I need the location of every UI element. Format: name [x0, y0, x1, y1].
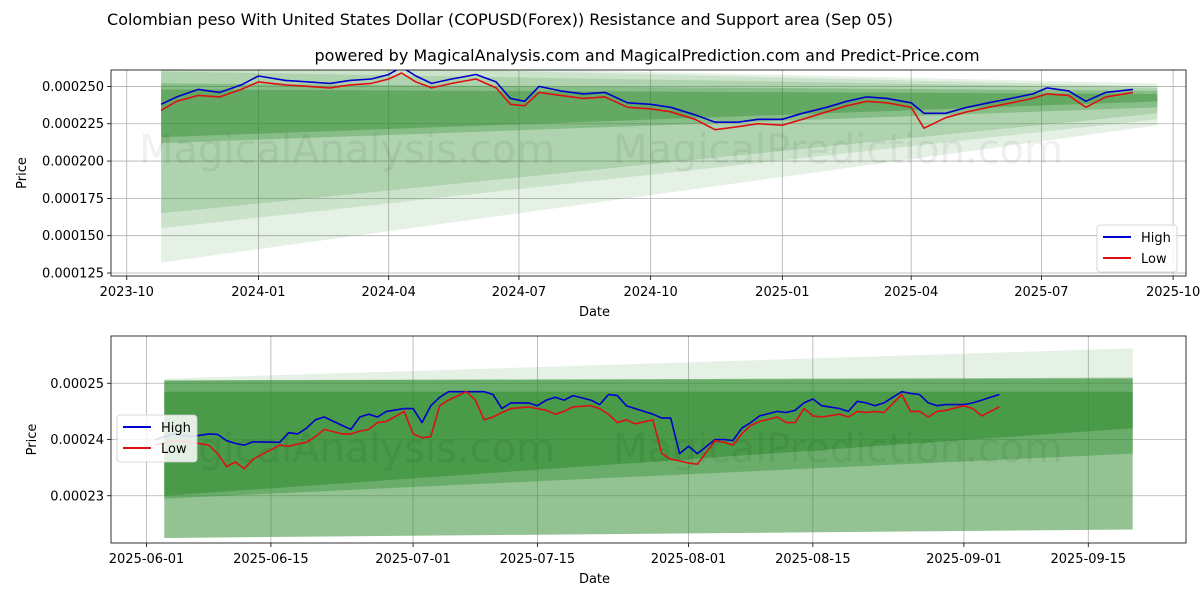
chart-title: Colombian peso With United States Dollar…: [107, 10, 893, 29]
x-tick-label: 2025-06-01: [109, 552, 185, 567]
x-tick-label: 2025-06-15: [233, 552, 309, 567]
x-tick-label: 2024-10: [623, 285, 677, 300]
x-tick-label: 2025-07-15: [500, 552, 576, 567]
series-line-low: [155, 390, 1000, 470]
y-tick-label: 0.000250: [42, 80, 104, 95]
tick-labels: 2023-10 2024-01 2024-04 2024-07 2024-10 2025-…: [42, 80, 1200, 300]
watermark-prediction: MagicalPrediction.com: [613, 426, 1063, 472]
x-tick-label: 2025-04: [884, 285, 938, 300]
legend-label-high: High: [161, 421, 191, 436]
watermarks: MagicalAnalysis.com MagicalPrediction.com: [139, 127, 1063, 173]
x-tick-label: 2025-07: [1014, 285, 1068, 300]
x-tick-label: 2025-09-01: [926, 552, 1002, 567]
plot-frame: [110, 69, 1187, 277]
y-tick-label: 0.000150: [42, 229, 104, 244]
y-axis-label: Price: [25, 424, 40, 456]
x-tick-label: 2025-10: [1146, 285, 1200, 300]
band-4: [161, 83, 1158, 144]
y-tick-label: 0.000225: [42, 117, 104, 132]
watermark-analysis: MagicalAnalysis.com: [139, 426, 555, 472]
y-tick-label: 0.00023: [50, 489, 104, 504]
legend-label-low: Low: [1141, 252, 1167, 267]
y-tick-label: 0.000200: [42, 155, 104, 170]
chart-subtitle: powered by MagicalAnalysis.com and Magic…: [314, 46, 980, 65]
y-tick-label: 0.00024: [50, 433, 104, 448]
band-2: [161, 70, 1158, 229]
legend: High Low: [1096, 224, 1178, 273]
x-tick-label: 2024-07: [492, 285, 546, 300]
series-line-high: [155, 390, 1000, 455]
x-axis-label: Date: [579, 305, 610, 320]
series-line-high: [160, 70, 1134, 123]
x-tick-label: 2023-10: [100, 285, 154, 300]
tick-labels: 2025-06-01 2025-06-15 2025-07-01 2025-07-15…: [50, 377, 1126, 567]
watermark-prediction: MagicalPrediction.com: [613, 127, 1063, 173]
y-tick-label: 0.00025: [50, 377, 104, 392]
x-tick-label: 2025-01: [755, 285, 809, 300]
chart-panel-1: MagicalAnalysis.com MagicalPrediction.com…: [15, 69, 1200, 320]
y-tick-label: 0.000175: [42, 192, 104, 207]
series-lines: [155, 390, 1000, 470]
watermark-analysis: MagicalAnalysis.com: [139, 127, 555, 173]
series-lines: [160, 70, 1134, 131]
x-axis-label: Date: [579, 572, 610, 587]
x-tick-label: 2025-08-15: [775, 552, 851, 567]
grid-lines: [111, 70, 1186, 276]
x-tick-label: 2025-07-01: [375, 552, 451, 567]
y-axis-label: Price: [15, 157, 30, 189]
x-tick-label: 2025-08-01: [651, 552, 727, 567]
band-1: [161, 70, 1158, 263]
x-tick-label: 2024-01: [231, 285, 285, 300]
chart-panel-2: MagicalAnalysis.com MagicalPrediction.com…: [25, 335, 1187, 587]
band-5: [161, 89, 1158, 138]
legend-label-low: Low: [161, 442, 187, 457]
legend-label-high: High: [1141, 231, 1171, 246]
x-tick-label: 2025-09-15: [1050, 552, 1126, 567]
y-tick-label: 0.000125: [42, 267, 104, 282]
legend: High Low: [116, 414, 198, 463]
series-line-low: [160, 72, 1134, 131]
x-tick-label: 2024-04: [362, 285, 416, 300]
